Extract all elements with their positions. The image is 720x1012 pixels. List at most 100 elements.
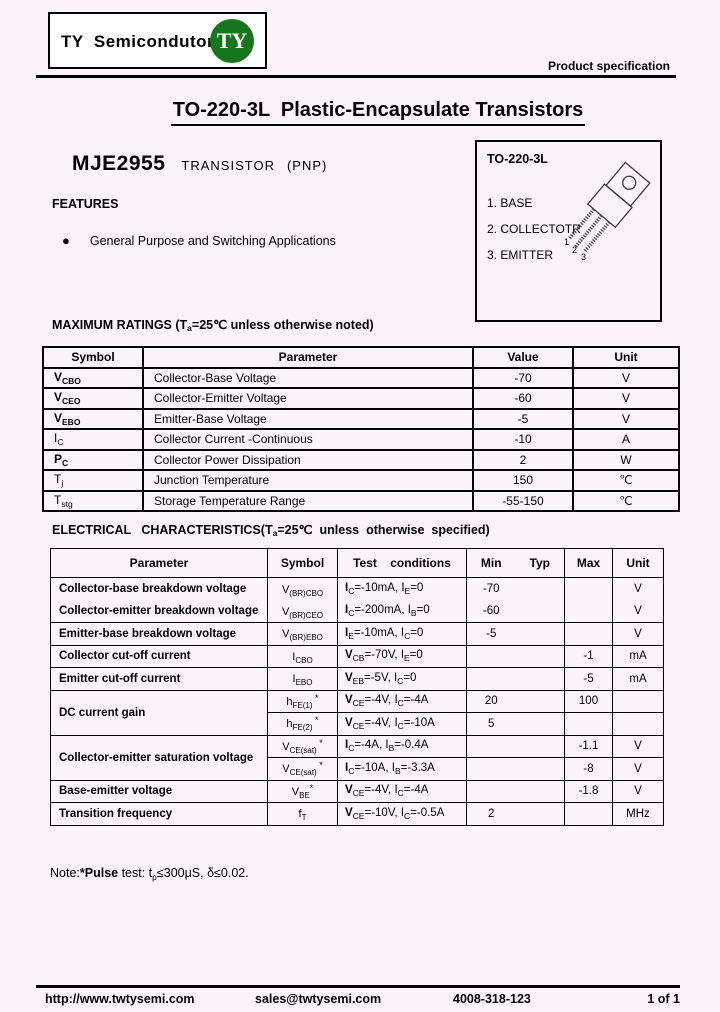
max-cell: -1.1 — [564, 734, 613, 758]
unit-cell: mA — [612, 667, 664, 691]
max-cell: 100 — [564, 689, 613, 713]
symbol-cell: fT — [267, 802, 338, 826]
symbol-cell: V(BR)EBO — [267, 622, 338, 646]
package-box: TO-220-3L 1. BASE 2. COLLECTOTR 3. EMITT… — [475, 140, 662, 322]
test-conditions-cell: VEB=-5V, IC=0 — [337, 667, 467, 691]
min-cell: 20 — [466, 689, 516, 713]
test-conditions-cell: IC=-10A, IB=-3.3A — [337, 757, 467, 781]
test-conditions-cell: VCE=-10V, IC=-0.5A — [337, 802, 467, 826]
col-header-unit: Unit — [612, 548, 664, 578]
product-spec-label: Product specification — [547, 59, 670, 73]
col-header-unit: Unit — [572, 346, 680, 369]
typ-cell — [515, 712, 565, 736]
value-cell: -5 — [472, 407, 574, 430]
footer-page-number: 1 of 1 — [647, 992, 680, 1006]
col-header-symbol: Symbol — [42, 346, 144, 369]
parameter-cell: Collector-Base Voltage — [142, 366, 474, 389]
max-cell — [564, 712, 613, 736]
heading-text: =25℃ unless otherwise specified) — [277, 523, 490, 537]
typ-cell — [515, 622, 565, 646]
test-conditions-cell: IC=-10mA, IE=0 — [337, 577, 467, 600]
part-polarity: (PNP) — [286, 158, 328, 173]
table-row: Collector-emitter saturation voltage VCE… — [50, 734, 664, 781]
typ-cell — [515, 779, 565, 803]
footer-phone: 4008-318-123 — [453, 992, 531, 1006]
unit-cell: V — [612, 757, 664, 781]
test-conditions-cell: VCE=-4V, IC=-4A — [337, 689, 467, 713]
pin-item: 3. EMITTER — [487, 248, 554, 262]
pin-item: 1. BASE — [487, 196, 533, 210]
table-row: PC Collector Power Dissipation 2 W — [42, 448, 680, 471]
min-cell — [466, 734, 516, 758]
min-cell: 2 — [466, 802, 516, 826]
parameter-cell: Collector-emitter breakdown voltage — [50, 600, 268, 623]
col-header-min: Min — [466, 548, 516, 578]
electrical-heading: ELECTRICAL CHARACTERISTICS(Ta=25℃ unless… — [52, 522, 490, 538]
parameter-cell: Collector cut-off current — [50, 644, 268, 668]
table-row: VEBO Emitter-Base Voltage -5 V — [42, 407, 680, 430]
package-pin-list: 1. BASE 2. COLLECTOTR 3. EMITTER — [487, 190, 581, 268]
table-row: Base-emitter voltage VBE* VCE=-4V, IC=-4… — [50, 779, 664, 803]
unit-cell: V — [612, 600, 664, 623]
symbol-cell: VCBO — [42, 366, 144, 389]
value-cell: -70 — [472, 366, 574, 389]
symbol-cell: ICBO — [267, 644, 338, 668]
col-header-symbol: Symbol — [267, 548, 338, 578]
symbol-cell: Tstg — [42, 489, 144, 512]
footer-rule — [36, 985, 680, 988]
value-cell: 150 — [472, 469, 574, 492]
max-cell: -5 — [564, 667, 613, 691]
symbol-cell: V(BR)CBO — [267, 577, 338, 600]
max-cell: -1 — [564, 644, 613, 668]
part-number: MJE2955 — [72, 152, 166, 175]
part-type: TRANSISTOR — [181, 158, 275, 173]
parameter-cell: Collector Power Dissipation — [142, 448, 474, 471]
max-cell — [564, 600, 613, 623]
parameter-cell: Emitter-Base Voltage — [142, 407, 474, 430]
max-ratings-heading: MAXIMUM RATINGS (Ta=25℃ unless otherwise… — [52, 317, 374, 333]
typ-cell — [515, 600, 565, 623]
unit-cell: V — [572, 387, 680, 410]
unit-cell: V — [612, 734, 664, 758]
electrical-table: Parameter Symbol Test conditions Min Typ… — [50, 548, 664, 826]
parameter-cell: Collector-base breakdown voltage — [50, 577, 268, 600]
logo-box: TY Semicondutor® TY — [48, 12, 267, 69]
brand-name: TY Semicondutor® — [61, 31, 221, 52]
table-header-row: Parameter Symbol Test conditions Min Typ… — [50, 548, 664, 578]
unit-cell: ℃ — [572, 489, 680, 512]
bullet-icon: ● — [62, 233, 70, 248]
unit-cell: W — [572, 448, 680, 471]
logo-circle-text: TY — [216, 28, 248, 53]
max-cell — [564, 802, 613, 826]
feature-item: ● General Purpose and Switching Applicati… — [62, 233, 336, 248]
typ-cell — [515, 734, 565, 758]
table-row: IC Collector Current -Continuous -10 A — [42, 428, 680, 451]
table-header-row: Symbol Parameter Value Unit — [42, 346, 680, 369]
heading-subscript: a — [187, 323, 192, 333]
test-conditions-cell: IC=-200mA, IB=0 — [337, 600, 467, 623]
value-cell: -10 — [472, 428, 574, 451]
heading-text: MAXIMUM RATINGS (T — [52, 318, 188, 332]
value-cell: -60 — [472, 387, 574, 410]
min-cell: -5 — [466, 622, 516, 646]
symbol-cell: VCEO — [42, 387, 144, 410]
parameter-cell: Storage Temperature Range — [142, 489, 474, 512]
unit-cell: V — [612, 622, 664, 646]
table-row: hFE(2) * VCE=-4V, IC=-10A 5 — [51, 712, 664, 736]
pin-number-3: 3 — [581, 252, 586, 262]
parameter-cell: Junction Temperature — [142, 469, 474, 492]
max-cell — [564, 577, 613, 600]
parameter-cell: Base-emitter voltage — [50, 779, 268, 803]
min-cell: -70 — [466, 577, 516, 600]
pin-item: 2. COLLECTOTR — [487, 222, 581, 236]
table-row: Emitter cut-off current IEBO VEB=-5V, IC… — [50, 667, 664, 691]
test-conditions-cell: VCE=-4V, IC=-4A — [337, 779, 467, 803]
min-cell — [466, 644, 516, 668]
table-row: Collector-base breakdown voltage V(BR)CB… — [50, 577, 664, 600]
parameter-cell: Transition frequency — [50, 802, 268, 826]
footer-url: http://www.twtysemi.com — [45, 992, 195, 1006]
col-header-test-conditions: Test conditions — [337, 548, 467, 578]
unit-cell: ℃ — [572, 469, 680, 492]
symbol-cell: IEBO — [267, 667, 338, 691]
parameter-cell: Collector-Emitter Voltage — [142, 387, 474, 410]
